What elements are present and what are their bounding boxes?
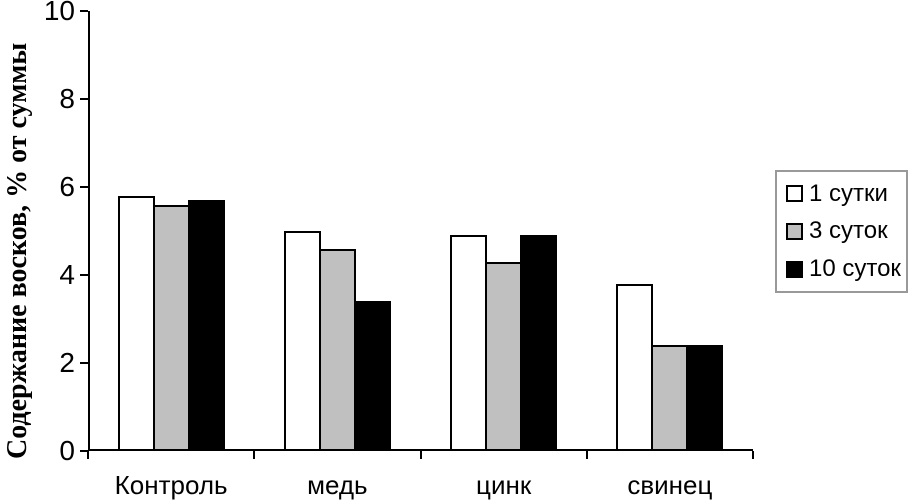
bar-3-0 [616, 284, 653, 451]
x-tick-mark [87, 451, 89, 459]
bar-3-1 [651, 345, 688, 451]
y-tick-mark [80, 274, 88, 276]
y-tick-mark [80, 362, 88, 364]
x-tick-mark [253, 451, 256, 459]
legend-label: 3 суток [809, 217, 888, 245]
bar-0-1 [153, 205, 190, 451]
y-tick-mark [80, 10, 88, 12]
legend-swatch-0 [786, 185, 803, 203]
bar-1-2 [354, 301, 391, 451]
y-tick-mark [80, 450, 88, 452]
legend-label: 10 суток [809, 255, 901, 283]
bar-2-0 [450, 235, 487, 451]
x-tick-mark [585, 451, 588, 459]
y-tick-label: 4 [59, 259, 75, 290]
x-tick-mark [419, 451, 422, 459]
y-tick-label: 0 [59, 435, 75, 466]
y-tick-mark [80, 186, 88, 188]
legend-item-0: 1 сутки [786, 179, 904, 207]
bar-0-0 [118, 196, 155, 451]
legend-item-2: 10 суток [786, 256, 904, 282]
plot-area [88, 11, 753, 451]
x-category-label: цинк [476, 470, 532, 500]
y-tick-label: 6 [59, 171, 75, 202]
bar-1-0 [284, 231, 321, 451]
x-category-label: свинец [627, 470, 713, 500]
bar-3-2 [686, 345, 723, 451]
legend-label: 1 сутки [809, 179, 888, 207]
bar-0-2 [188, 200, 225, 451]
legend-swatch-1 [786, 222, 803, 240]
legend-swatch-2 [786, 260, 803, 278]
y-tick-label: 8 [59, 83, 75, 114]
bar-2-1 [485, 262, 522, 451]
y-tick-label: 2 [59, 347, 75, 378]
y-tick-label: 10 [43, 0, 75, 26]
x-tick-mark [752, 451, 754, 459]
legend: 1 сутки 3 суток 10 суток [775, 170, 908, 293]
x-category-label: Контроль [114, 470, 228, 500]
y-axis-title: Содержание восков, % от суммы [2, 42, 33, 460]
legend-item-1: 3 суток [786, 218, 904, 244]
y-tick-mark [80, 98, 88, 100]
x-category-label: медь [307, 470, 368, 500]
bar-2-2 [520, 235, 557, 451]
bar-1-1 [319, 249, 356, 451]
